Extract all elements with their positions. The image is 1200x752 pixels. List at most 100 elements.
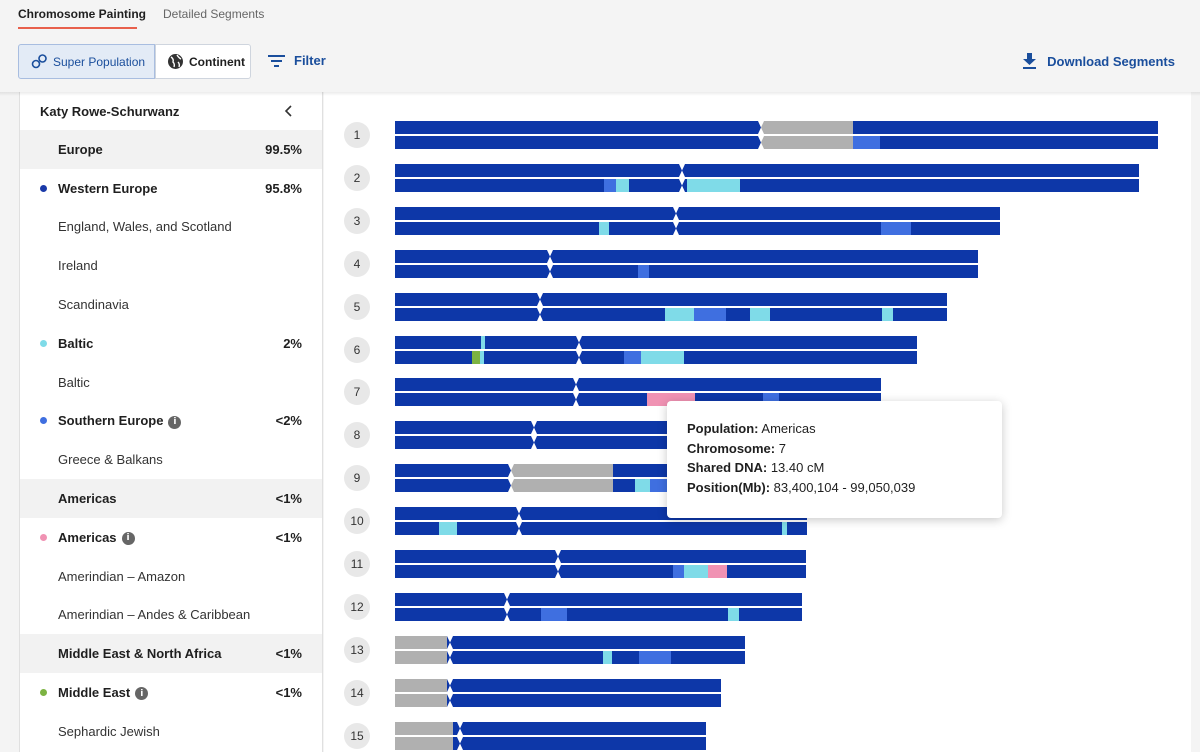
centromere-notch xyxy=(457,721,463,735)
centromere-notch xyxy=(531,436,537,450)
filter-button[interactable]: Filter xyxy=(268,53,326,68)
chromosome-bar[interactable] xyxy=(395,292,951,323)
centromere-notch xyxy=(504,607,510,621)
population-color-dot xyxy=(40,339,47,347)
sub-population-item[interactable]: Ireland xyxy=(20,246,322,285)
ancestry-segment xyxy=(882,307,893,321)
population-label: Amerindian – Amazon xyxy=(58,568,186,584)
toolbar: Super Population Continent Filter Downlo… xyxy=(0,32,1200,92)
ancestry-segment xyxy=(853,136,880,149)
population-color-dot xyxy=(40,184,47,192)
sub-population-item[interactable]: Scandinavia xyxy=(20,285,322,324)
continent-label: Continent xyxy=(189,54,245,69)
centromere-notch xyxy=(447,650,453,664)
centromere-notch xyxy=(547,264,553,278)
sub-population-item[interactable]: Baltic xyxy=(20,363,322,402)
download-segments-button[interactable]: Download Segments xyxy=(1023,53,1175,69)
chromosome-bar[interactable] xyxy=(395,335,921,366)
centromere-notch xyxy=(679,178,685,192)
chromosome-strand xyxy=(395,736,706,750)
ancestry-segment xyxy=(603,650,612,664)
ancestry-segment xyxy=(782,522,787,536)
population-label: Middle East i xyxy=(58,685,276,701)
population-percent: <1% xyxy=(275,646,302,662)
chromosome-painting-panel: 1 2 3 4 5 6 7 8 9 10 11 12 13 14 15 Population: Americ… xyxy=(324,92,1191,752)
chromosome-strand xyxy=(395,163,1139,177)
ancestry-segment xyxy=(665,307,694,321)
chromosome-bar[interactable] xyxy=(395,550,810,580)
tab-chromosome-painting[interactable]: Chromosome Painting xyxy=(18,7,147,21)
population-icon xyxy=(31,54,47,69)
population-color-dot xyxy=(40,533,47,541)
tooltip-position: Position(Mb): 83,400,104 - 99,050,039 xyxy=(687,479,916,495)
centromere-notch xyxy=(447,635,453,649)
centromere-notch xyxy=(531,421,537,435)
population-label: Southern Europe i xyxy=(58,413,276,429)
population-percent: <1% xyxy=(275,491,302,507)
ancestry-segment xyxy=(604,178,616,192)
centromere-notch xyxy=(673,206,679,220)
chromosome-number: 2 xyxy=(344,164,370,191)
chromosome-number: 8 xyxy=(344,422,370,449)
sub-population-item[interactable]: Sephardic Jewish xyxy=(20,712,322,751)
population-percent: 2% xyxy=(283,335,302,351)
population-percent: <2% xyxy=(275,413,302,429)
population-percent: 95.8% xyxy=(265,180,302,196)
population-row[interactable]: Western Europe 95.8% xyxy=(20,169,322,208)
super-population-row[interactable]: Europe 99.5% xyxy=(20,130,322,169)
chromosome-bar[interactable] xyxy=(395,721,710,752)
chromosome-strand xyxy=(395,721,706,735)
info-icon[interactable]: i xyxy=(121,531,135,545)
ancestry-segment xyxy=(511,464,613,478)
centromere-notch xyxy=(576,350,582,364)
super-population-row[interactable]: Americas <1% xyxy=(20,479,322,518)
population-row[interactable]: Southern Europe i <2% xyxy=(20,402,322,441)
centromere-notch xyxy=(457,736,463,750)
chromosome-bar[interactable] xyxy=(395,249,982,280)
centromere-notch xyxy=(516,507,522,521)
chromosome-strand xyxy=(395,678,721,692)
info-icon[interactable]: i xyxy=(135,687,149,701)
ancestry-segment xyxy=(673,565,684,578)
continent-button[interactable]: Continent xyxy=(155,44,251,79)
centromere-notch xyxy=(576,335,582,349)
sub-population-item[interactable]: England, Wales, and Scotland xyxy=(20,208,322,247)
unassigned-segment xyxy=(395,635,447,649)
sub-population-item[interactable]: Amerindian – Amazon xyxy=(20,557,322,596)
super-population-row[interactable]: Middle East & North Africa <1% xyxy=(20,634,322,674)
centromere-notch xyxy=(504,592,510,606)
ancestry-segment xyxy=(684,565,708,578)
chromosome-bar[interactable] xyxy=(395,678,725,709)
sub-population-item[interactable]: Greece & Balkans xyxy=(20,440,322,479)
centromere-notch xyxy=(673,221,679,235)
population-row[interactable]: Americas i <1% xyxy=(20,518,322,557)
chevron-left-icon[interactable] xyxy=(284,105,292,117)
population-row[interactable]: Baltic 2% xyxy=(20,324,322,363)
info-icon[interactable]: i xyxy=(168,415,182,429)
chromosome-strand xyxy=(395,335,917,349)
chromosome-number: 6 xyxy=(344,336,370,363)
population-color-dot xyxy=(40,689,47,697)
active-tab-indicator xyxy=(18,27,137,29)
chromosome-bar[interactable] xyxy=(395,163,1143,194)
centromere-notch xyxy=(573,378,579,392)
tooltip-shared-dna: Shared DNA: 13.40 cM xyxy=(687,460,825,475)
ancestry-segment xyxy=(624,350,641,364)
population-percent: <1% xyxy=(275,529,302,545)
sub-population-item[interactable]: Amerindian – Andes & Caribbean xyxy=(20,596,322,635)
unassigned-segment xyxy=(395,736,453,750)
chromosome-bar[interactable] xyxy=(395,592,806,623)
super-population-button[interactable]: Super Population xyxy=(18,44,155,79)
ancestry-segment xyxy=(635,479,650,493)
tooltip-chromosome: Chromosome: 7 xyxy=(687,440,786,456)
chromosome-bar[interactable] xyxy=(395,206,1004,237)
centromere-notch xyxy=(547,249,553,263)
ancestry-segment xyxy=(511,479,613,493)
chromosome-strand xyxy=(395,693,721,707)
chromosome-bar[interactable] xyxy=(395,635,749,666)
chromosome-bar[interactable] xyxy=(395,121,1162,151)
ancestry-segment xyxy=(687,178,740,192)
ancestry-segment xyxy=(881,221,911,235)
tab-detailed-segments[interactable]: Detailed Segments xyxy=(163,7,265,21)
population-row[interactable]: Middle East i <1% xyxy=(20,673,322,712)
